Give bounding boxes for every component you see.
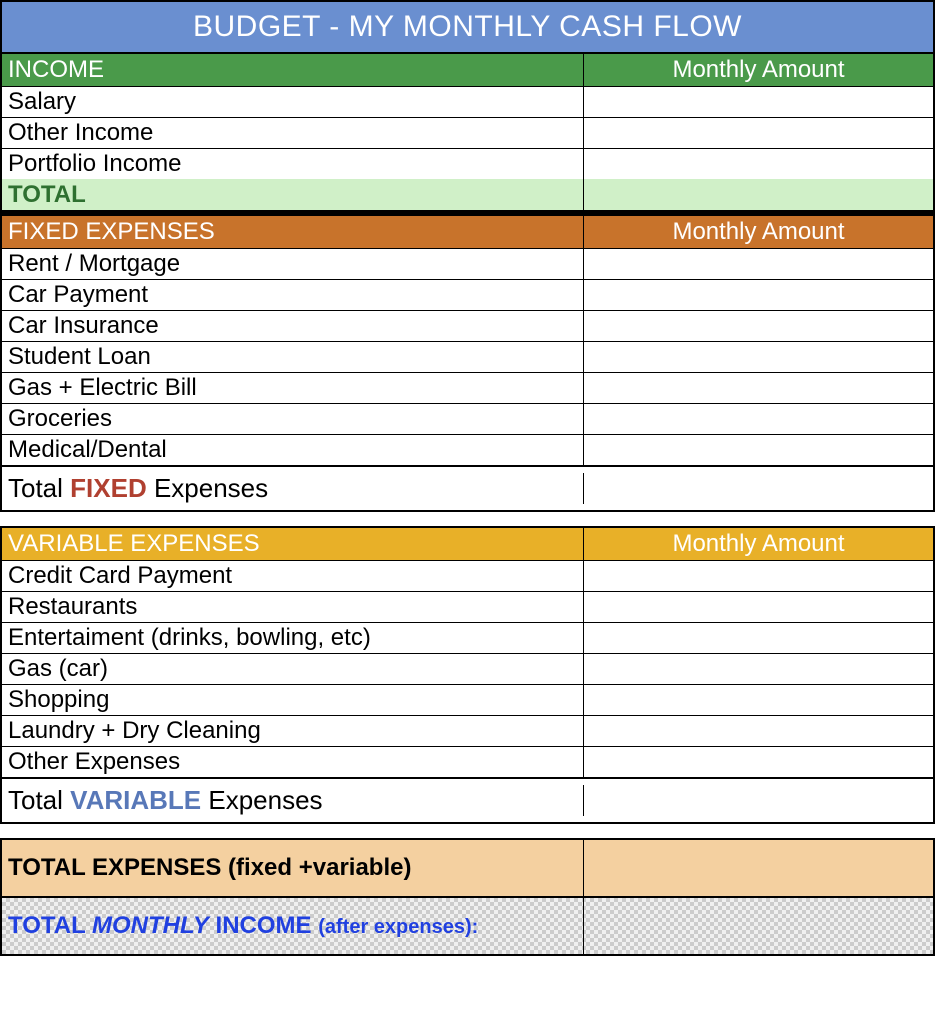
- row-value: [583, 435, 933, 465]
- gap: [0, 512, 935, 526]
- row-label: Credit Card Payment: [2, 561, 583, 591]
- row-value: [583, 149, 933, 179]
- row-value: [583, 561, 933, 591]
- variable-subtotal-row: Total VARIABLE Expenses: [2, 777, 933, 822]
- table-row: Rent / Mortgage: [2, 249, 933, 280]
- gap: [0, 824, 935, 838]
- final-income-label: TOTAL MONTHLY INCOME (after expenses):: [2, 898, 583, 954]
- income-total-value: [583, 179, 933, 210]
- table-row: Entertaiment (drinks, bowling, etc): [2, 623, 933, 654]
- table-row: Restaurants: [2, 592, 933, 623]
- row-label: Other Income: [2, 118, 583, 148]
- table-row: Salary: [2, 87, 933, 118]
- row-value: [583, 373, 933, 403]
- total-expenses-label: TOTAL EXPENSES (fixed +variable): [2, 840, 583, 896]
- row-label: Other Expenses: [2, 747, 583, 777]
- table-row: Gas + Electric Bill: [2, 373, 933, 404]
- fixed-header-label: FIXED EXPENSES: [2, 216, 583, 248]
- row-label: Portfolio Income: [2, 149, 583, 179]
- row-label: Rent / Mortgage: [2, 249, 583, 279]
- row-label: Medical/Dental: [2, 435, 583, 465]
- row-label: Entertaiment (drinks, bowling, etc): [2, 623, 583, 653]
- table-row: Car Payment: [2, 280, 933, 311]
- row-value: [583, 654, 933, 684]
- table-row: Shopping: [2, 685, 933, 716]
- fixed-subtotal-prefix: Total: [8, 473, 70, 503]
- row-value: [583, 685, 933, 715]
- variable-subtotal-prefix: Total: [8, 785, 70, 815]
- table-row: Gas (car): [2, 654, 933, 685]
- income-header-amount: Monthly Amount: [583, 54, 933, 86]
- row-label: Car Payment: [2, 280, 583, 310]
- table-row: Laundry + Dry Cleaning: [2, 716, 933, 747]
- row-label: Restaurants: [2, 592, 583, 622]
- budget-container: BUDGET - MY MONTHLY CASH FLOW INCOME Mon…: [0, 0, 935, 512]
- total-expenses-row: TOTAL EXPENSES (fixed +variable): [0, 838, 935, 898]
- row-label: Laundry + Dry Cleaning: [2, 716, 583, 746]
- income-header-label: INCOME: [2, 54, 583, 86]
- final-mid: INCOME: [209, 912, 318, 939]
- row-label: Salary: [2, 87, 583, 117]
- fixed-rows: Rent / MortgageCar PaymentCar InsuranceS…: [2, 249, 933, 465]
- row-value: [583, 249, 933, 279]
- row-value: [583, 342, 933, 372]
- final-income-value: [583, 898, 933, 954]
- variable-subtotal-label: Total VARIABLE Expenses: [2, 785, 583, 816]
- fixed-header-amount: Monthly Amount: [583, 216, 933, 248]
- variable-header: VARIABLE EXPENSES Monthly Amount: [2, 528, 933, 561]
- variable-container: VARIABLE EXPENSES Monthly Amount Credit …: [0, 526, 935, 824]
- fixed-subtotal-value: [583, 473, 933, 504]
- row-label: Car Insurance: [2, 311, 583, 341]
- row-value: [583, 747, 933, 777]
- fixed-header: FIXED EXPENSES Monthly Amount: [2, 216, 933, 249]
- row-value: [583, 118, 933, 148]
- table-row: Portfolio Income: [2, 149, 933, 179]
- row-value: [583, 311, 933, 341]
- total-expenses-value: [583, 840, 933, 896]
- table-row: Other Income: [2, 118, 933, 149]
- table-row: Credit Card Payment: [2, 561, 933, 592]
- fixed-subtotal-accent: FIXED: [70, 473, 147, 503]
- row-label: Groceries: [2, 404, 583, 434]
- final-suffix: (after expenses):: [318, 916, 478, 938]
- variable-rows: Credit Card PaymentRestaurantsEntertaime…: [2, 561, 933, 777]
- table-row: Other Expenses: [2, 747, 933, 777]
- row-label: Gas + Electric Bill: [2, 373, 583, 403]
- row-label: Gas (car): [2, 654, 583, 684]
- row-label: Shopping: [2, 685, 583, 715]
- final-accent: MONTHLY: [92, 912, 209, 939]
- row-value: [583, 716, 933, 746]
- row-value: [583, 592, 933, 622]
- variable-header-label: VARIABLE EXPENSES: [2, 528, 583, 560]
- variable-subtotal-suffix: Expenses: [201, 785, 322, 815]
- fixed-subtotal-row: Total FIXED Expenses: [2, 465, 933, 510]
- row-label: Student Loan: [2, 342, 583, 372]
- income-header: INCOME Monthly Amount: [2, 54, 933, 87]
- row-value: [583, 623, 933, 653]
- title-bar: BUDGET - MY MONTHLY CASH FLOW: [2, 2, 933, 54]
- fixed-subtotal-label: Total FIXED Expenses: [2, 473, 583, 504]
- income-total-label: TOTAL: [2, 179, 583, 210]
- variable-header-amount: Monthly Amount: [583, 528, 933, 560]
- variable-subtotal-accent: VARIABLE: [70, 785, 201, 815]
- row-value: [583, 404, 933, 434]
- final-prefix: TOTAL: [8, 912, 92, 939]
- variable-subtotal-value: [583, 785, 933, 816]
- table-row: Groceries: [2, 404, 933, 435]
- income-total-row: TOTAL: [2, 179, 933, 210]
- final-income-row: TOTAL MONTHLY INCOME (after expenses):: [0, 898, 935, 956]
- income-rows: SalaryOther IncomePortfolio Income: [2, 87, 933, 179]
- table-row: Medical/Dental: [2, 435, 933, 465]
- row-value: [583, 87, 933, 117]
- row-value: [583, 280, 933, 310]
- table-row: Car Insurance: [2, 311, 933, 342]
- table-row: Student Loan: [2, 342, 933, 373]
- fixed-subtotal-suffix: Expenses: [147, 473, 268, 503]
